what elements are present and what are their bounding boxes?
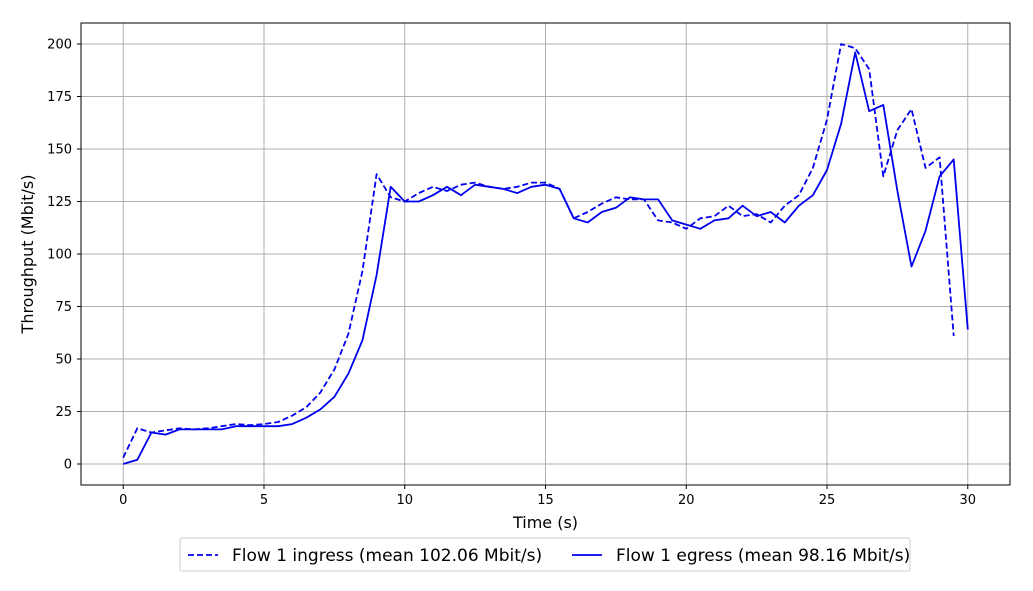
y-tick-label: 75 — [55, 300, 72, 315]
x-tick-label: 25 — [819, 493, 836, 508]
y-tick-label: 50 — [55, 353, 72, 368]
legend-label-ingress: Flow 1 ingress (mean 102.06 Mbit/s) — [232, 546, 542, 566]
y-tick-label: 25 — [55, 405, 72, 420]
y-tick-label: 100 — [47, 248, 72, 263]
legend-box — [179, 537, 911, 572]
x-axis-label: Time (s) — [512, 513, 578, 532]
y-tick-label: 0 — [64, 458, 72, 473]
y-tick-label: 150 — [47, 143, 72, 158]
x-tick-label: 20 — [678, 493, 695, 508]
series-line-egress — [122, 51, 969, 465]
series-line-ingress — [122, 43, 955, 459]
grid-lines — [81, 23, 1010, 485]
y-tick-label: 125 — [47, 195, 72, 210]
y-tick-label: 175 — [47, 90, 72, 105]
series-lines — [122, 43, 969, 465]
x-tick-label: 15 — [537, 493, 554, 508]
x-tick-label: 0 — [119, 493, 127, 508]
legend-label-egress: Flow 1 egress (mean 98.16 Mbit/s) — [616, 546, 910, 566]
x-tick-label: 5 — [260, 493, 268, 508]
axis-ticks: 0 5 10 15 20 25 30 0 25 50 75 100 125 150 175 200 — [47, 38, 976, 509]
y-axis-label: Throughput (Mbit/s) — [18, 175, 37, 335]
x-tick-label: 10 — [396, 493, 413, 508]
x-tick-label: 30 — [959, 493, 976, 508]
legend: Flow 1 ingress (mean 102.06 Mbit/s) Flow… — [179, 537, 911, 572]
y-tick-label: 200 — [47, 38, 72, 53]
